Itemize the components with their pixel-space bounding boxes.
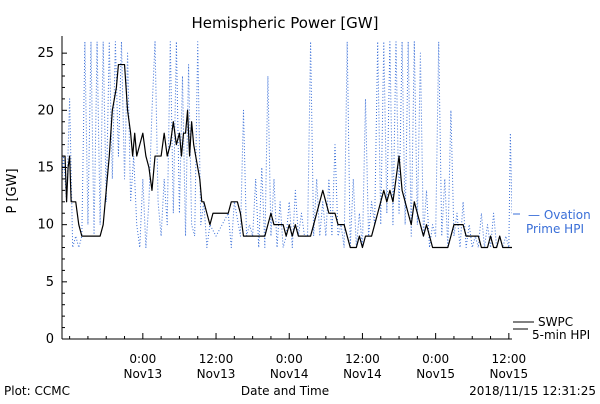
y-tick-label: 10 [37, 218, 54, 233]
x-tick-time-label: 12:00 [345, 352, 380, 366]
y-tick-label: 0 [46, 332, 54, 347]
x-tick-date-label: Nov14 [270, 367, 309, 381]
x-tick-date-label: Nov15 [416, 367, 455, 381]
x-tick-time-label: 0:00 [422, 352, 449, 366]
y-axis-label: P [GW] [5, 168, 20, 213]
legend-swpc-label-line1: SWPC [538, 315, 573, 329]
y-tick-label: 20 [37, 103, 54, 118]
y-tick-label: 25 [37, 46, 54, 61]
legend-ovation-label-line2: Prime HPI [526, 222, 584, 236]
x-axis-label: Date and Time [241, 384, 329, 398]
x-tick-date-label: Nov15 [489, 367, 528, 381]
chart-title: Hemispheric Power [GW] [192, 14, 379, 32]
x-tick-date-label: Nov13 [197, 367, 236, 381]
x-tick-time-label: 0:00 [276, 352, 303, 366]
y-tick-label: 15 [37, 160, 54, 175]
x-tick-date-label: Nov14 [343, 367, 382, 381]
plot-timestamp: 2018/11/15 12:31:25 [469, 384, 596, 398]
x-tick-time-label: 12:00 [199, 352, 234, 366]
x-tick-date-label: Nov13 [123, 367, 162, 381]
plot-credit: Plot: CCMC [4, 384, 70, 398]
series-ovation-prime-line [62, 41, 512, 249]
x-tick-time-label: 12:00 [492, 352, 527, 366]
series-swpc-line [62, 63, 512, 249]
x-tick-time-label: 0:00 [129, 352, 156, 366]
y-tick-label: 5 [46, 275, 54, 290]
series-group [62, 41, 512, 249]
legend-ovation-label-line1: — Ovation [528, 208, 591, 222]
legend-swpc-label-line2: 5-min HPI [532, 328, 590, 342]
